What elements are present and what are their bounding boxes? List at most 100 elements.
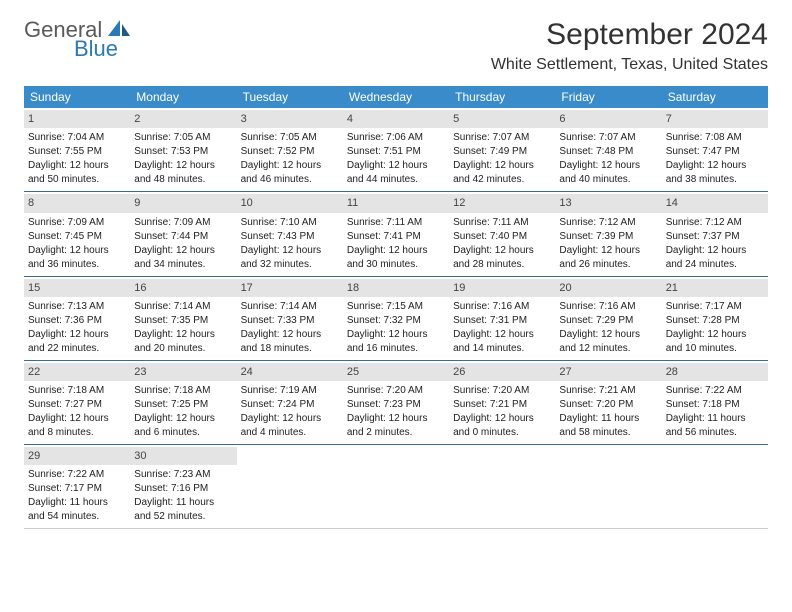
weeks-container: 1Sunrise: 7:04 AMSunset: 7:55 PMDaylight… <box>24 108 768 529</box>
month-title: September 2024 <box>491 18 768 52</box>
day-cell: 12Sunrise: 7:11 AMSunset: 7:40 PMDayligh… <box>449 192 555 276</box>
week-row: 1Sunrise: 7:04 AMSunset: 7:55 PMDaylight… <box>24 108 768 192</box>
day-cell: 23Sunrise: 7:18 AMSunset: 7:25 PMDayligh… <box>130 361 236 445</box>
logo-text-bottom: Blue <box>74 38 132 60</box>
day-number: 22 <box>24 363 130 381</box>
day-number: 1 <box>24 110 130 128</box>
daylight-text: Daylight: 12 hours <box>666 328 764 341</box>
daylight-text: Daylight: 12 hours <box>453 328 551 341</box>
day-number: 18 <box>343 279 449 297</box>
sunrise-text: Sunrise: 7:22 AM <box>28 468 126 481</box>
day-number: 2 <box>130 110 236 128</box>
daylight-text: Daylight: 12 hours <box>666 159 764 172</box>
calendar: Sunday Monday Tuesday Wednesday Thursday… <box>24 86 768 529</box>
day-number: 12 <box>449 194 555 212</box>
sunset-text: Sunset: 7:28 PM <box>666 314 764 327</box>
daylight-text: and 46 minutes. <box>241 173 339 186</box>
daylight-text: Daylight: 12 hours <box>241 244 339 257</box>
sunrise-text: Sunrise: 7:23 AM <box>134 468 232 481</box>
day-number: 15 <box>24 279 130 297</box>
sunset-text: Sunset: 7:31 PM <box>453 314 551 327</box>
logo: General Blue <box>24 18 132 60</box>
sunset-text: Sunset: 7:55 PM <box>28 145 126 158</box>
day-cell: 4Sunrise: 7:06 AMSunset: 7:51 PMDaylight… <box>343 108 449 192</box>
daylight-text: Daylight: 11 hours <box>666 412 764 425</box>
sunrise-text: Sunrise: 7:07 AM <box>453 131 551 144</box>
sunrise-text: Sunrise: 7:05 AM <box>241 131 339 144</box>
day-cell: 5Sunrise: 7:07 AMSunset: 7:49 PMDaylight… <box>449 108 555 192</box>
daylight-text: Daylight: 12 hours <box>28 412 126 425</box>
day-cell: 18Sunrise: 7:15 AMSunset: 7:32 PMDayligh… <box>343 277 449 361</box>
sunset-text: Sunset: 7:37 PM <box>666 230 764 243</box>
sunrise-text: Sunrise: 7:21 AM <box>559 384 657 397</box>
sunrise-text: Sunrise: 7:18 AM <box>28 384 126 397</box>
weekday-sat: Saturday <box>662 86 768 108</box>
day-cell: 17Sunrise: 7:14 AMSunset: 7:33 PMDayligh… <box>237 277 343 361</box>
day-cell: 30Sunrise: 7:23 AMSunset: 7:16 PMDayligh… <box>130 445 236 529</box>
day-number: 4 <box>343 110 449 128</box>
daylight-text: Daylight: 12 hours <box>347 328 445 341</box>
day-cell <box>555 445 661 529</box>
daylight-text: and 10 minutes. <box>666 342 764 355</box>
day-cell: 25Sunrise: 7:20 AMSunset: 7:23 PMDayligh… <box>343 361 449 445</box>
sunset-text: Sunset: 7:52 PM <box>241 145 339 158</box>
daylight-text: and 14 minutes. <box>453 342 551 355</box>
day-cell: 22Sunrise: 7:18 AMSunset: 7:27 PMDayligh… <box>24 361 130 445</box>
sunrise-text: Sunrise: 7:16 AM <box>559 300 657 313</box>
daylight-text: and 32 minutes. <box>241 258 339 271</box>
daylight-text: Daylight: 12 hours <box>134 244 232 257</box>
sunrise-text: Sunrise: 7:14 AM <box>241 300 339 313</box>
sunrise-text: Sunrise: 7:07 AM <box>559 131 657 144</box>
weekday-fri: Friday <box>555 86 661 108</box>
sunset-text: Sunset: 7:23 PM <box>347 398 445 411</box>
daylight-text: Daylight: 11 hours <box>28 496 126 509</box>
sunset-text: Sunset: 7:20 PM <box>559 398 657 411</box>
sunset-text: Sunset: 7:43 PM <box>241 230 339 243</box>
daylight-text: Daylight: 12 hours <box>134 412 232 425</box>
daylight-text: and 8 minutes. <box>28 426 126 439</box>
daylight-text: Daylight: 12 hours <box>453 244 551 257</box>
day-cell: 7Sunrise: 7:08 AMSunset: 7:47 PMDaylight… <box>662 108 768 192</box>
daylight-text: and 16 minutes. <box>347 342 445 355</box>
sunrise-text: Sunrise: 7:20 AM <box>347 384 445 397</box>
sunrise-text: Sunrise: 7:19 AM <box>241 384 339 397</box>
daylight-text: Daylight: 12 hours <box>241 159 339 172</box>
daylight-text: and 58 minutes. <box>559 426 657 439</box>
day-number: 10 <box>237 194 343 212</box>
day-cell <box>343 445 449 529</box>
daylight-text: Daylight: 11 hours <box>134 496 232 509</box>
day-cell: 3Sunrise: 7:05 AMSunset: 7:52 PMDaylight… <box>237 108 343 192</box>
day-cell <box>237 445 343 529</box>
day-number: 6 <box>555 110 661 128</box>
sunrise-text: Sunrise: 7:05 AM <box>134 131 232 144</box>
header: General Blue September 2024 White Settle… <box>24 18 768 74</box>
sunset-text: Sunset: 7:49 PM <box>453 145 551 158</box>
sunset-text: Sunset: 7:41 PM <box>347 230 445 243</box>
daylight-text: Daylight: 12 hours <box>241 328 339 341</box>
sunset-text: Sunset: 7:35 PM <box>134 314 232 327</box>
sunset-text: Sunset: 7:21 PM <box>453 398 551 411</box>
day-number: 26 <box>449 363 555 381</box>
daylight-text: and 40 minutes. <box>559 173 657 186</box>
sunrise-text: Sunrise: 7:09 AM <box>134 216 232 229</box>
sunrise-text: Sunrise: 7:14 AM <box>134 300 232 313</box>
daylight-text: and 38 minutes. <box>666 173 764 186</box>
daylight-text: Daylight: 12 hours <box>559 159 657 172</box>
weekday-header: Sunday Monday Tuesday Wednesday Thursday… <box>24 86 768 108</box>
sunrise-text: Sunrise: 7:10 AM <box>241 216 339 229</box>
day-cell: 9Sunrise: 7:09 AMSunset: 7:44 PMDaylight… <box>130 192 236 276</box>
sunrise-text: Sunrise: 7:20 AM <box>453 384 551 397</box>
day-number: 8 <box>24 194 130 212</box>
daylight-text: Daylight: 12 hours <box>28 244 126 257</box>
daylight-text: and 24 minutes. <box>666 258 764 271</box>
daylight-text: Daylight: 12 hours <box>453 412 551 425</box>
day-cell: 2Sunrise: 7:05 AMSunset: 7:53 PMDaylight… <box>130 108 236 192</box>
daylight-text: Daylight: 12 hours <box>559 328 657 341</box>
day-cell: 14Sunrise: 7:12 AMSunset: 7:37 PMDayligh… <box>662 192 768 276</box>
daylight-text: and 18 minutes. <box>241 342 339 355</box>
day-number: 19 <box>449 279 555 297</box>
daylight-text: Daylight: 12 hours <box>453 159 551 172</box>
daylight-text: and 2 minutes. <box>347 426 445 439</box>
sunset-text: Sunset: 7:36 PM <box>28 314 126 327</box>
day-cell: 6Sunrise: 7:07 AMSunset: 7:48 PMDaylight… <box>555 108 661 192</box>
